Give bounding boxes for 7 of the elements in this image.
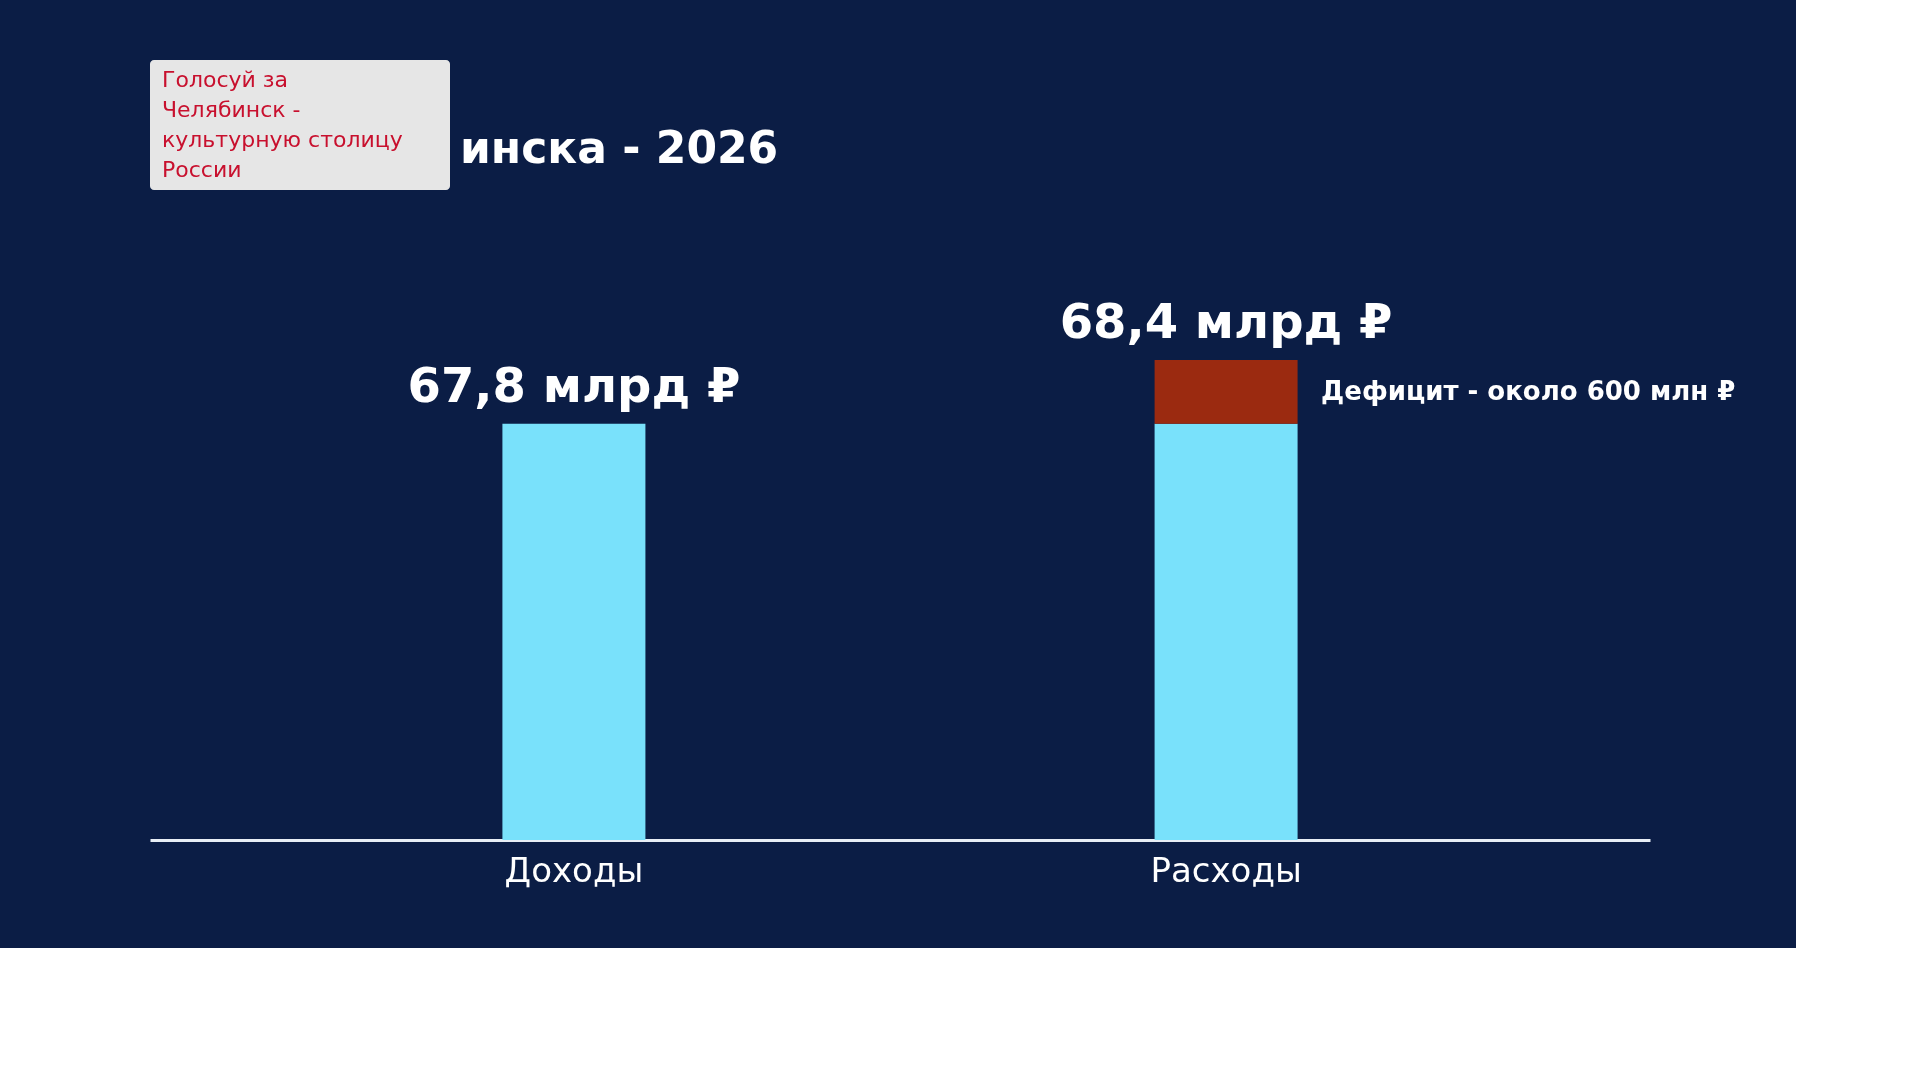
annotation: 67,8 млрд ₽ [407,356,741,413]
annotation: 68,4 млрд ₽ [1059,293,1393,349]
annotation: Дефицит - около 600 млн ₽ [1321,375,1736,406]
chart-title: инска - 2026 [460,122,779,173]
x-tick-label: Доходы [504,849,644,890]
text: Голосуй за Челябинск - культурную столицу России [162,67,403,182]
x-tick-label: Расходы [1150,849,1302,890]
